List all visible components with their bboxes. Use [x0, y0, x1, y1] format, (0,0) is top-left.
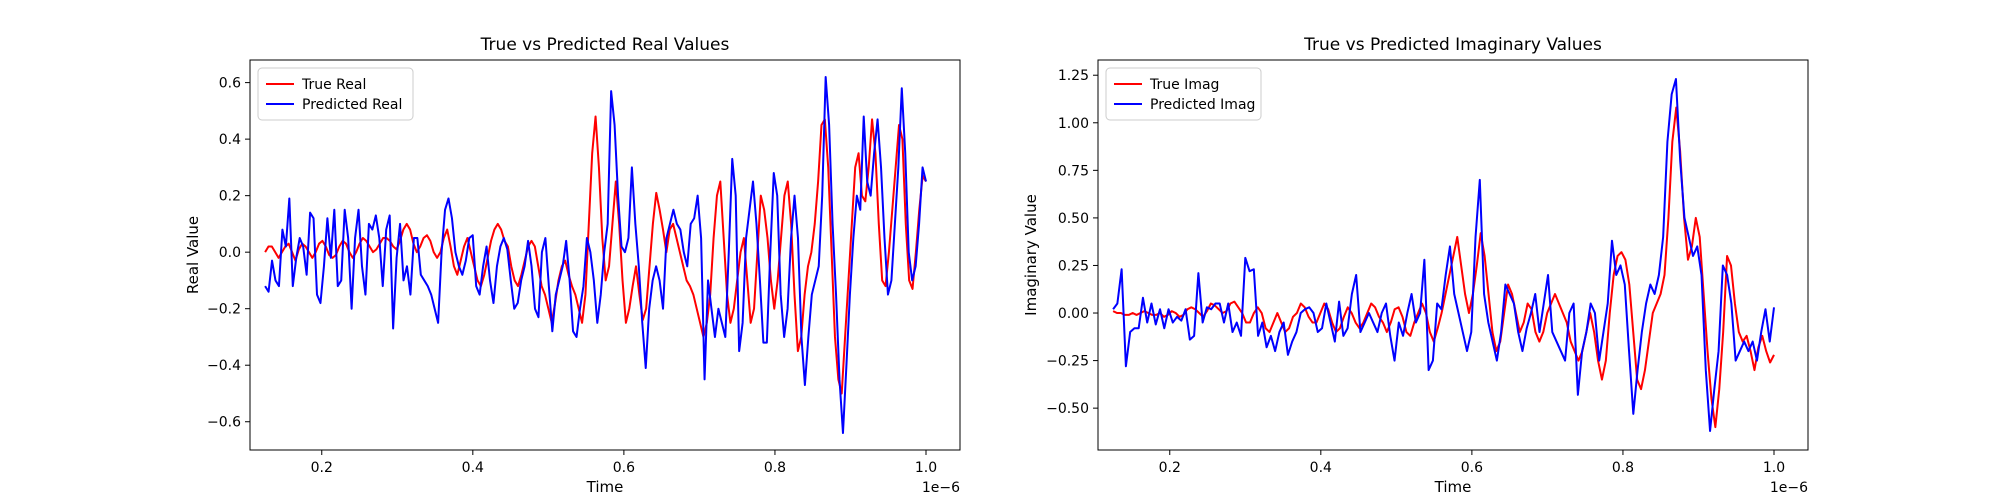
- chart-2: 0.2 0.4 0.6 0.8 1.0 −0.50 −0.25 0.00 0.25 0.50 0.7…: [1022, 35, 1809, 496]
- y-tick-label: 0.4: [219, 132, 241, 148]
- y-tick-label: −0.4: [207, 358, 241, 374]
- y-tick-label: 0.50: [1058, 211, 1089, 227]
- x-tick-label: 0.2: [1159, 460, 1181, 476]
- y-tick-label: −0.25: [1046, 354, 1089, 370]
- x-tick-label: 0.2: [311, 460, 333, 476]
- chart-title: True vs Predicted Imaginary Values: [1303, 35, 1602, 55]
- y-axis-label: Real Value: [184, 216, 202, 294]
- y-tick-label: −0.6: [207, 415, 241, 431]
- legend: True Real Predicted Real: [257, 67, 414, 121]
- series-line-true-real: [264, 115, 927, 395]
- y-tick-label: 0.00: [1058, 306, 1089, 322]
- series-line-predicted-real: [264, 75, 927, 435]
- y-tick-label: 1.25: [1058, 68, 1089, 84]
- x-tick-label: 0.4: [462, 460, 484, 476]
- chart-title: True vs Predicted Real Values: [480, 35, 730, 55]
- legend-box: [257, 67, 414, 121]
- x-offset-label: 1e−6: [1770, 480, 1808, 496]
- legend-box: [1105, 67, 1262, 121]
- legend-entry: True Imag: [1149, 77, 1219, 93]
- y-tick-label: 0.0: [219, 245, 241, 261]
- series-line-predicted-imag: [1112, 78, 1776, 432]
- y-tick-label: 0.75: [1058, 163, 1089, 179]
- axes-frame: [249, 59, 961, 451]
- legend: True Imag Predicted Imag: [1105, 67, 1262, 121]
- y-tick-label: −0.50: [1046, 401, 1089, 417]
- y-tick-label: 0.25: [1058, 258, 1089, 274]
- y-tick-label: 1.00: [1058, 116, 1089, 132]
- y-tick-label: 0.2: [219, 189, 241, 205]
- x-axis-label: Time: [586, 478, 624, 496]
- x-tick-label: 0.6: [1461, 460, 1483, 476]
- x-tick-label: 0.8: [1612, 460, 1634, 476]
- series-line-true-imag: [1112, 106, 1775, 429]
- x-tick-label: 0.6: [613, 460, 635, 476]
- x-tick-label: 0.8: [764, 460, 786, 476]
- x-offset-label: 1e−6: [922, 480, 960, 496]
- y-tick-label: −0.2: [207, 302, 241, 318]
- x-tick-label: 1.0: [915, 460, 937, 476]
- legend-entry: True Real: [301, 77, 366, 93]
- y-tick-label: 0.6: [219, 76, 241, 92]
- y-axis-label: Imaginary Value: [1022, 194, 1040, 316]
- x-axis-label: Time: [1434, 478, 1472, 496]
- legend-entry: Predicted Real: [302, 97, 402, 113]
- legend-entry: Predicted Imag: [1150, 97, 1255, 113]
- x-tick-label: 1.0: [1763, 460, 1785, 476]
- axes-frame: [1097, 59, 1809, 451]
- x-tick-label: 0.4: [1310, 460, 1332, 476]
- chart-1: 0.2 0.4 0.6 0.8 1.0 −0.6 −0.4 −0.2 0.0 0.2 0.4 0.6 T…: [184, 35, 961, 496]
